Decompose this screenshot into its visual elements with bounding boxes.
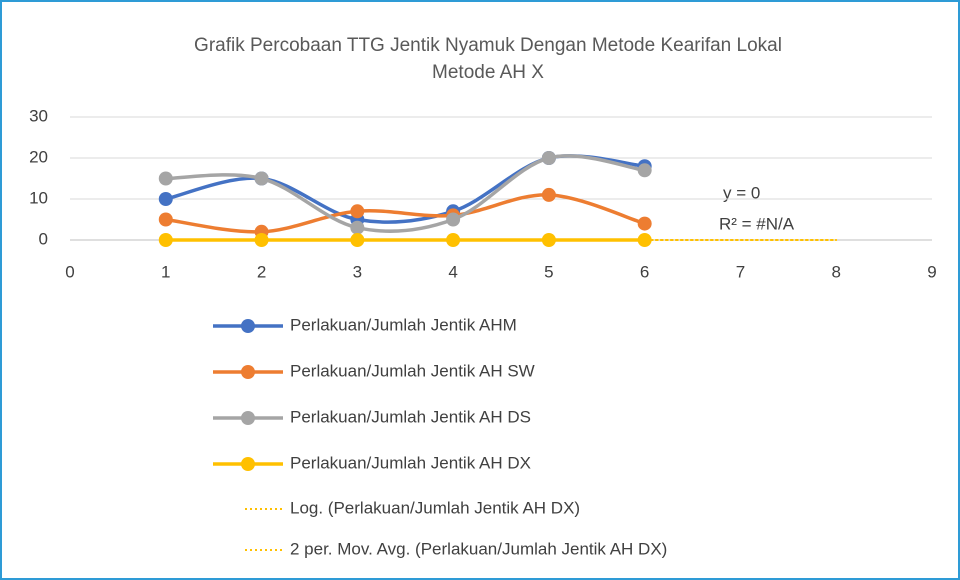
x-tick-label: 5 — [544, 262, 553, 281]
legend-label: Perlakuan/Jumlah Jentik AH SW — [290, 361, 535, 380]
data-point — [637, 216, 652, 231]
legend-marker — [241, 457, 255, 471]
data-point — [158, 171, 173, 186]
data-point — [158, 212, 173, 227]
data-point — [254, 233, 269, 247]
x-tick-label: 6 — [640, 262, 649, 281]
data-point — [446, 212, 461, 227]
trend-r-squared: R² = #N/A — [719, 214, 795, 233]
legend-marker — [241, 411, 255, 425]
x-tick-label: 4 — [448, 262, 457, 281]
data-point — [350, 220, 365, 235]
data-point — [350, 233, 365, 247]
y-tick-label: 20 — [29, 147, 48, 166]
data-point — [637, 233, 652, 247]
data-point — [637, 163, 652, 178]
legend-marker — [241, 365, 255, 379]
data-point — [158, 233, 173, 247]
data-point — [350, 204, 365, 219]
legend-label: Log. (Perlakuan/Jumlah Jentik AH DX) — [290, 498, 580, 517]
chart-title: Metode AH X — [432, 62, 544, 83]
y-tick-label: 10 — [29, 188, 48, 207]
data-point — [541, 187, 556, 202]
chart-title: Grafik Percobaan TTG Jentik Nyamuk Denga… — [194, 35, 782, 56]
x-tick-label: 3 — [353, 262, 362, 281]
data-point — [158, 192, 173, 206]
legend-label: Perlakuan/Jumlah Jentik AH DS — [290, 407, 531, 426]
x-tick-label: 9 — [927, 262, 936, 281]
data-point — [446, 233, 461, 247]
legend-label: Perlakuan/Jumlah Jentik AHM — [290, 315, 517, 334]
y-tick-label: 0 — [39, 229, 48, 248]
legend-marker — [241, 319, 255, 333]
x-tick-label: 2 — [257, 262, 266, 281]
x-tick-label: 7 — [736, 262, 745, 281]
legend-label: Perlakuan/Jumlah Jentik AH DX — [290, 453, 531, 472]
trend-equation: y = 0 — [723, 183, 760, 202]
data-point — [541, 233, 556, 247]
data-point — [541, 151, 556, 165]
legend-label: 2 per. Mov. Avg. (Perlakuan/Jumlah Jenti… — [290, 539, 667, 558]
x-tick-label: 8 — [831, 262, 840, 281]
x-tick-label: 0 — [65, 262, 74, 281]
x-tick-label: 1 — [161, 262, 170, 281]
y-tick-label: 30 — [29, 106, 48, 125]
data-point — [254, 171, 269, 186]
